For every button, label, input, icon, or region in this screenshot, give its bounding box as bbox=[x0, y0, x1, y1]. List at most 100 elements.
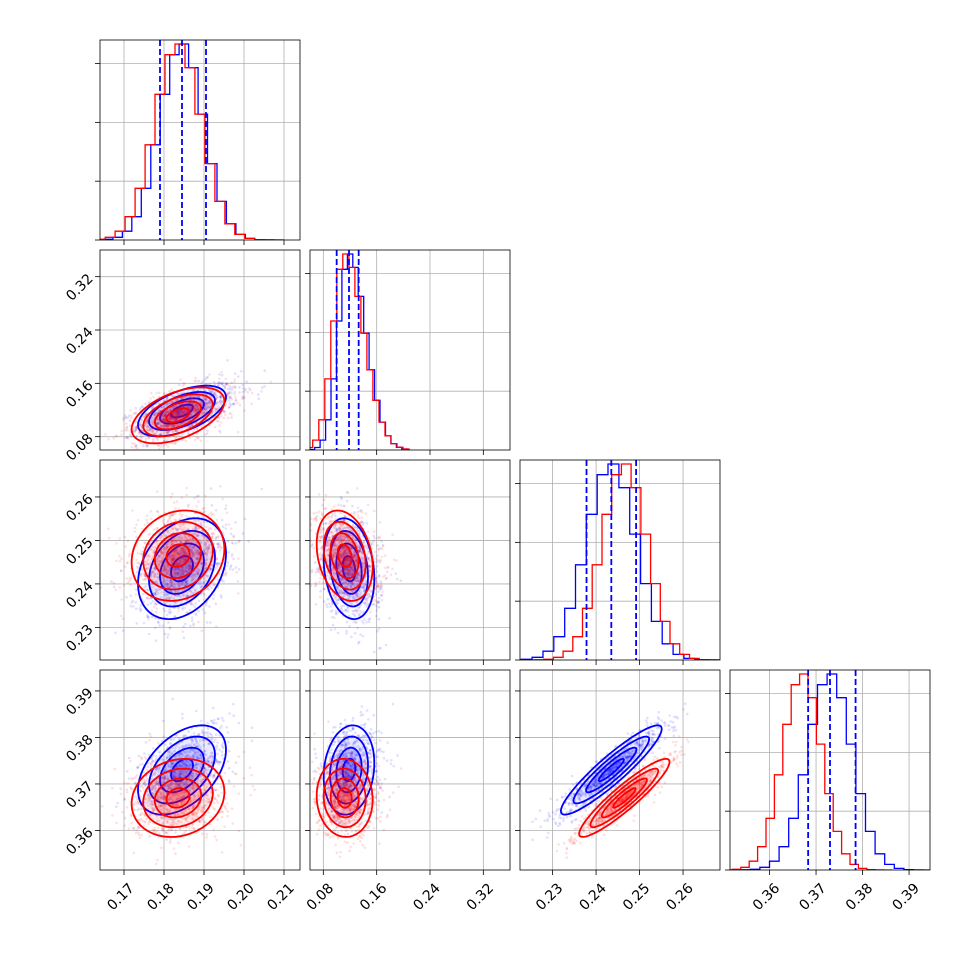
scatter-point bbox=[156, 422, 160, 426]
scatter-point bbox=[174, 411, 178, 415]
scatter-point bbox=[133, 429, 137, 432]
scatter-point bbox=[161, 400, 165, 403]
scatter-point bbox=[379, 647, 382, 650]
scatter-point bbox=[181, 420, 184, 424]
contour-series-1-level-0 bbox=[165, 543, 191, 568]
scatter-point bbox=[307, 533, 310, 536]
scatter-point bbox=[139, 572, 143, 576]
scatter-point bbox=[190, 405, 194, 409]
scatter-point bbox=[185, 395, 189, 399]
scatter-point bbox=[365, 522, 369, 525]
scatter-point bbox=[143, 414, 146, 418]
scatter-point bbox=[357, 640, 361, 644]
scatter-point bbox=[236, 580, 240, 583]
scatter-point bbox=[166, 425, 170, 428]
scatter-point bbox=[157, 444, 160, 447]
scatter-point bbox=[161, 570, 164, 573]
scatter-point bbox=[153, 567, 157, 571]
scatter-point bbox=[177, 410, 180, 414]
scatter-point bbox=[140, 452, 143, 455]
panel-content bbox=[100, 40, 285, 240]
scatter-point bbox=[144, 444, 148, 448]
scatter-point bbox=[204, 593, 207, 597]
scatter-point bbox=[176, 429, 180, 433]
scatter-point bbox=[167, 426, 170, 429]
scatter-point bbox=[213, 410, 217, 414]
scatter-point bbox=[132, 605, 135, 608]
scatter-point bbox=[195, 404, 199, 408]
scatter-point bbox=[139, 441, 143, 445]
scatter-point bbox=[195, 403, 198, 407]
scatter-point bbox=[177, 412, 181, 415]
scatter-point bbox=[230, 388, 234, 392]
scatter-point bbox=[345, 629, 348, 633]
scatter-point bbox=[168, 424, 172, 427]
scatter-point bbox=[162, 416, 166, 420]
scatter-point bbox=[314, 561, 317, 564]
scatter-point bbox=[166, 431, 169, 435]
scatter-point bbox=[188, 415, 192, 419]
scatter-point bbox=[199, 400, 203, 404]
scatter-point bbox=[150, 431, 153, 434]
scatter-point bbox=[380, 555, 384, 559]
scatter-point bbox=[227, 523, 231, 526]
scatter-point bbox=[129, 594, 133, 597]
scatter-point bbox=[100, 586, 102, 590]
scatter-point bbox=[201, 400, 205, 403]
scatter-point bbox=[227, 392, 231, 395]
scatter-point bbox=[180, 557, 184, 560]
scatter-point bbox=[396, 577, 399, 581]
scatter-point bbox=[195, 379, 198, 383]
scatter-point bbox=[176, 409, 180, 413]
scatter-point bbox=[184, 580, 188, 584]
scatter-point bbox=[118, 554, 121, 558]
scatter-point bbox=[197, 620, 200, 624]
scatter-point bbox=[181, 569, 185, 573]
scatter-point bbox=[350, 635, 353, 639]
scatter-point bbox=[147, 425, 150, 428]
scatter-point bbox=[159, 400, 162, 403]
scatter-point bbox=[178, 427, 181, 431]
scatter-point bbox=[356, 514, 360, 517]
scatter-point bbox=[143, 433, 146, 436]
scatter-point bbox=[141, 405, 145, 409]
scatter-point bbox=[135, 622, 139, 625]
scatter-point bbox=[162, 404, 166, 408]
scatter-point bbox=[163, 414, 166, 418]
scatter-point bbox=[236, 402, 239, 405]
scatter-point bbox=[166, 423, 169, 427]
scatter-point bbox=[197, 533, 200, 537]
scatter-point bbox=[159, 429, 162, 433]
scatter-point bbox=[329, 610, 333, 613]
scatter-point bbox=[170, 582, 174, 585]
scatter-point bbox=[205, 403, 209, 407]
scatter-point bbox=[156, 620, 160, 624]
scatter-point bbox=[143, 424, 147, 427]
scatter-point bbox=[205, 553, 208, 557]
scatter-point bbox=[173, 411, 177, 415]
scatter-point bbox=[215, 394, 218, 397]
scatter-point bbox=[192, 411, 196, 415]
scatter-point bbox=[376, 565, 379, 568]
scatter-point bbox=[141, 435, 144, 439]
scatter-point bbox=[217, 384, 220, 387]
scatter-point bbox=[221, 384, 225, 387]
scatter-point bbox=[195, 411, 199, 414]
scatter-point bbox=[176, 410, 179, 414]
scatter-point bbox=[151, 439, 155, 442]
scatter-point bbox=[92, 433, 95, 436]
scatter-point bbox=[157, 408, 160, 411]
scatter-point bbox=[234, 396, 237, 399]
scatter-point bbox=[170, 557, 173, 561]
scatter-point bbox=[372, 602, 376, 606]
scatter-point bbox=[191, 397, 194, 401]
scatter-point bbox=[317, 493, 321, 496]
scatter-point bbox=[200, 422, 204, 426]
scatter-point bbox=[186, 601, 190, 605]
scatter-point bbox=[212, 380, 216, 384]
scatter-point bbox=[232, 380, 236, 384]
scatter-point bbox=[193, 404, 197, 408]
scatter-point bbox=[155, 411, 158, 415]
scatter-point bbox=[190, 423, 194, 427]
scatter-point bbox=[171, 441, 175, 445]
